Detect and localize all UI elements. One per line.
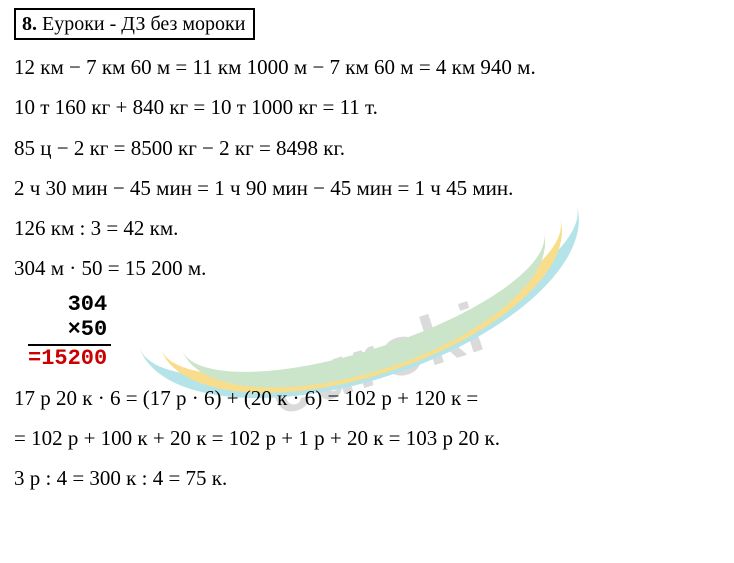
equation-line-5: 126 км : 3 = 42 км. (14, 215, 720, 241)
exercise-title-box: 8. Еуроки - ДЗ без мороки (14, 8, 255, 40)
page-content: 8. Еуроки - ДЗ без мороки 12 км − 7 км 6… (0, 0, 734, 499)
exercise-title: Еуроки - ДЗ без мороки (42, 13, 245, 35)
equation-line-8: = 102 р + 100 к + 20 к = 102 р + 1 р + 2… (14, 425, 720, 451)
equation-line-9: 3 р : 4 = 300 к : 4 = 75 к. (14, 465, 720, 491)
exercise-number: 8. (22, 13, 37, 35)
calc-operand-1: 304 (28, 292, 111, 317)
equation-line-7: 17 р 20 к · 6 = (17 р · 6) + (20 к · 6) … (14, 385, 720, 411)
calc-result: =15200 (28, 346, 111, 371)
equation-line-6: 304 м · 50 = 15 200 м. (14, 255, 720, 281)
multiplication-column: 304 ×50 =15200 (28, 292, 111, 371)
equation-line-1: 12 км − 7 км 60 м = 11 км 1000 м − 7 км … (14, 54, 720, 80)
equation-line-4: 2 ч 30 мин − 45 мин = 1 ч 90 мин − 45 ми… (14, 175, 720, 201)
equation-line-3: 85 ц − 2 кг = 8500 кг − 2 кг = 8498 кг. (14, 135, 720, 161)
calc-operand-2: ×50 (28, 317, 111, 342)
equation-line-2: 10 т 160 кг + 840 кг = 10 т 1000 кг = 11… (14, 94, 720, 120)
